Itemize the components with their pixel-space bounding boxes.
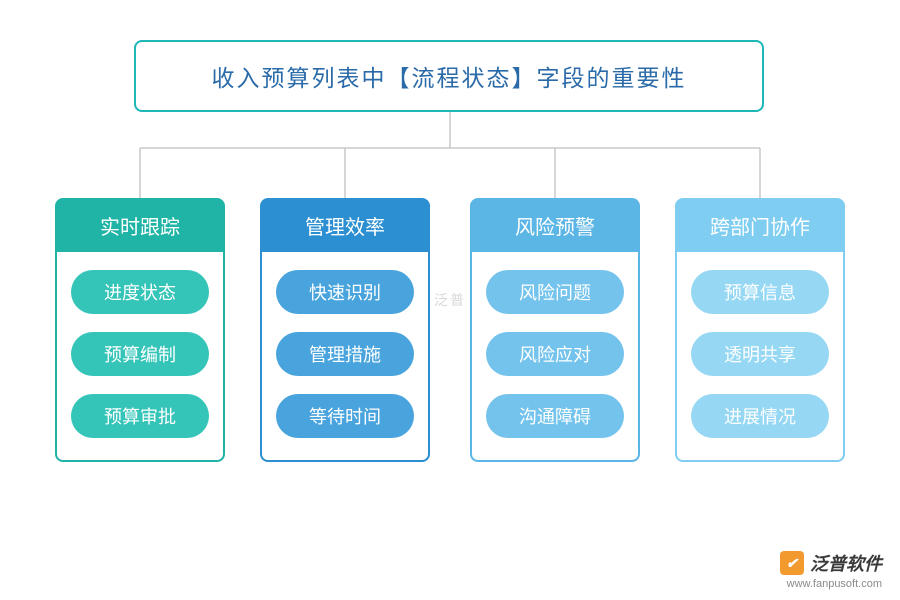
branch-header-label: 跨部门协作 — [710, 211, 810, 240]
branch-item-label: 预算编制 — [104, 341, 176, 367]
branch-item-label: 透明共享 — [724, 341, 796, 367]
branch-item-pill: 预算审批 — [71, 394, 209, 438]
brand-top: ✔ 泛普软件 — [780, 550, 882, 576]
branch-item-label: 沟通障碍 — [519, 403, 591, 429]
diagram-title-text: 收入预算列表中【流程状态】字段的重要性 — [212, 59, 687, 93]
branch-item-label: 预算信息 — [724, 279, 796, 305]
branch-item-pill: 风险应对 — [486, 332, 624, 376]
branch-item-label: 风险问题 — [519, 279, 591, 305]
branch-item-label: 等待时间 — [309, 403, 381, 429]
branch-item-label: 管理措施 — [309, 341, 381, 367]
brand-logo-icon: ✔ — [780, 551, 804, 575]
branch: 跨部门协作预算信息透明共享进展情况 — [675, 198, 845, 462]
branch-header: 跨部门协作 — [675, 198, 845, 252]
branch-header-label: 实时跟踪 — [100, 211, 180, 240]
branch-body: 快速识别管理措施等待时间 — [260, 252, 430, 462]
branch-item-label: 进度状态 — [104, 279, 176, 305]
brand-label: 泛普软件 — [810, 550, 882, 576]
branch: 实时跟踪进度状态预算编制预算审批 — [55, 198, 225, 462]
branch-item-label: 预算审批 — [104, 403, 176, 429]
branch-item-pill: 风险问题 — [486, 270, 624, 314]
branch-header: 管理效率 — [260, 198, 430, 252]
brand-logo-glyph: ✔ — [786, 555, 798, 572]
branch-body: 预算信息透明共享进展情况 — [675, 252, 845, 462]
branch-body: 进度状态预算编制预算审批 — [55, 252, 225, 462]
branch-item-pill: 沟通障碍 — [486, 394, 624, 438]
diagram-title: 收入预算列表中【流程状态】字段的重要性 — [134, 40, 764, 112]
brand-watermark: ✔ 泛普软件 www.fanpusoft.com — [780, 550, 882, 590]
branch-body: 风险问题风险应对沟通障碍 — [470, 252, 640, 462]
branch-header-label: 风险预警 — [515, 211, 595, 240]
branch-item-pill: 预算信息 — [691, 270, 829, 314]
branch-item-pill: 进度状态 — [71, 270, 209, 314]
branch-item-label: 风险应对 — [519, 341, 591, 367]
branch-header: 风险预警 — [470, 198, 640, 252]
branch-item-label: 快速识别 — [309, 279, 381, 305]
branch-item-label: 进展情况 — [724, 403, 796, 429]
branch-header: 实时跟踪 — [55, 198, 225, 252]
branch-item-pill: 快速识别 — [276, 270, 414, 314]
branch-item-pill: 等待时间 — [276, 394, 414, 438]
branch-item-pill: 预算编制 — [71, 332, 209, 376]
watermark-center: 泛普 — [434, 290, 466, 310]
branch: 风险预警风险问题风险应对沟通障碍 — [470, 198, 640, 462]
branch-item-pill: 管理措施 — [276, 332, 414, 376]
branch-item-pill: 进展情况 — [691, 394, 829, 438]
branch-header-label: 管理效率 — [305, 211, 385, 240]
brand-url: www.fanpusoft.com — [780, 578, 882, 590]
branch-item-pill: 透明共享 — [691, 332, 829, 376]
branch: 管理效率快速识别管理措施等待时间 — [260, 198, 430, 462]
